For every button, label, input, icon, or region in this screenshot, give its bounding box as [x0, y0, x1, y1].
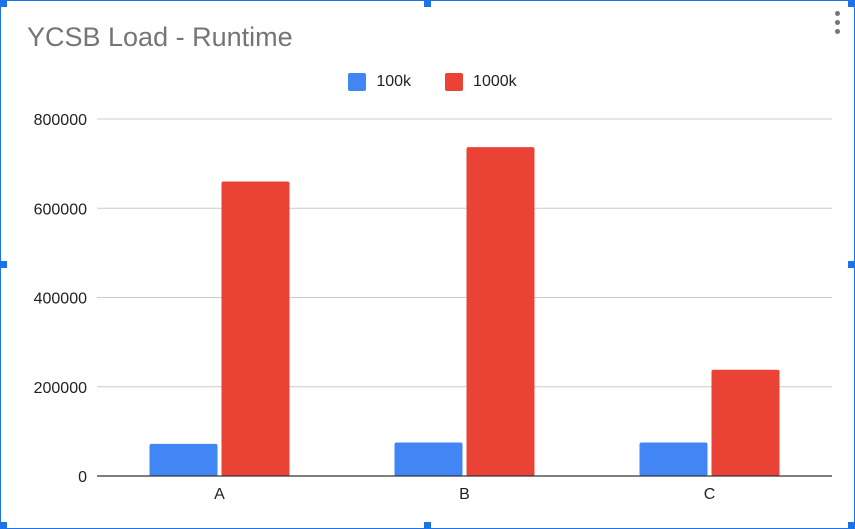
more-vert-icon[interactable] [831, 11, 843, 39]
y-tick-label: 0 [78, 469, 87, 486]
bar-1000k-A [221, 181, 290, 476]
y-tick-label: 600000 [34, 201, 87, 218]
legend-swatch-100k [348, 73, 367, 91]
resize-handle-top-left[interactable] [0, 0, 7, 7]
legend-label-100k: 100k [376, 73, 412, 90]
y-tick-label: 400000 [34, 291, 87, 308]
bar-1000k-C [711, 369, 780, 476]
resize-handle-top-right[interactable] [848, 0, 855, 7]
bar-100k-A [149, 443, 218, 476]
legend-item-100k[interactable]: 100k [348, 73, 411, 91]
bar-100k-C [639, 442, 708, 476]
resize-handle-middle-right[interactable] [848, 261, 855, 268]
resize-handle-top-center[interactable] [424, 0, 431, 7]
y-tick-label: 800000 [34, 112, 87, 129]
bar-100k-B [394, 442, 463, 476]
chart-legend: 100k 1000k [0, 73, 855, 91]
bar-1000k-B [466, 147, 535, 476]
resize-handle-middle-left[interactable] [0, 261, 7, 268]
resize-handle-bottom-left[interactable] [0, 522, 7, 529]
x-tick-label: B [459, 486, 470, 503]
legend-item-1000k[interactable]: 1000k [445, 73, 517, 91]
y-tick-label: 200000 [34, 380, 87, 397]
x-tick-label: A [214, 486, 225, 503]
x-tick-label: C [704, 486, 716, 503]
legend-label-1000k: 1000k [473, 73, 517, 90]
chart-title: YCSB Load - Runtime [27, 22, 293, 52]
resize-handle-bottom-center[interactable] [424, 522, 431, 529]
resize-handle-bottom-right[interactable] [848, 522, 855, 529]
legend-swatch-1000k [445, 73, 464, 91]
